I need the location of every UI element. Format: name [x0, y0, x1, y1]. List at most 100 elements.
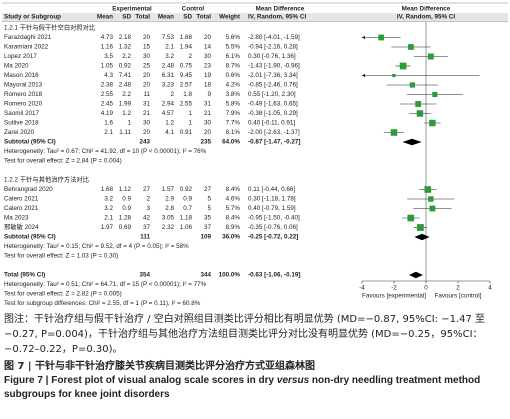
study-name: Romero 2020 [4, 101, 43, 108]
exp-value: 1.6 [104, 120, 113, 127]
caption-text: non-dry needling treatment method subgro… [4, 375, 481, 400]
ci-label: 0.55 [-1.20, 2.30] [248, 91, 296, 98]
effect-square [429, 119, 436, 127]
column-header: IV, Random, 95% CI [397, 14, 455, 21]
study-name: Calero 2021 [4, 205, 39, 212]
ctrl-value: 1.06 [180, 224, 193, 231]
exp-value: 2.55 [101, 91, 114, 98]
ctrl-value: 1.2 [165, 120, 174, 127]
study-name: Farazdaghi 2021 [4, 34, 52, 41]
exp-value: 1.97 [101, 224, 114, 231]
exp-value: 20 [143, 72, 151, 79]
ci-label: 0.40 [-0.11, 0.91] [248, 120, 295, 127]
ci-label: -0.25 [-0.72, 0.22] [248, 234, 298, 241]
exp-value: 2.2 [122, 53, 131, 60]
ctrl-value: 1.8 [183, 91, 192, 98]
ctrl-value: 3.2 [165, 53, 174, 60]
exp-value: 1 [127, 120, 131, 127]
ctrl-value: 1 [188, 120, 192, 127]
effect-square [427, 53, 434, 60]
group-header: Control [182, 6, 205, 13]
ctrl-value: 9.45 [180, 72, 193, 79]
ctrl-total: 109 [200, 234, 211, 241]
ctrl-value: 18 [204, 82, 212, 89]
ctrl-value: 14 [204, 44, 212, 51]
exp-value: 2.1 [104, 129, 113, 136]
ctrl-value: 0.9 [183, 196, 192, 203]
exp-value: 1.2 [122, 110, 131, 117]
column-header: SD [122, 14, 131, 21]
ctrl-value: 1.94 [180, 44, 193, 51]
weight: 36.0% [222, 234, 240, 241]
study-name: Mayoral 2013 [4, 82, 43, 89]
weight: 7.7% [226, 120, 241, 127]
ctrl-value: 31 [204, 101, 212, 108]
summary-diamond [409, 271, 423, 279]
ctrl-value: 1.18 [180, 215, 193, 222]
x-tick-label: 4 [488, 285, 492, 292]
exp-value: 1.68 [101, 186, 114, 193]
ctrl-value: 6.31 [162, 72, 175, 79]
ctrl-value: 21 [204, 110, 212, 117]
heterogeneity: Heterogeneity: Tau² = 0.51; Chi² = 64.71… [4, 281, 207, 288]
exp-value: 27 [143, 186, 151, 193]
exp-value: 30 [143, 53, 151, 60]
study-name: Ma 2023 [4, 215, 29, 222]
effect-square [399, 62, 407, 70]
overall-effect: Test for overall effect: Z = 2.82 (P = 0… [4, 291, 122, 298]
ci-label: -0.95 [-1.50, -0.40] [248, 215, 300, 222]
exp-value: 1.11 [119, 129, 131, 136]
weight: 8.4% [226, 186, 241, 193]
ci-label: -0.49 [-1.63, 0.65] [248, 101, 298, 108]
favours-label: Favours [experimental] [362, 293, 426, 300]
ctrl-value: 2.55 [180, 101, 193, 108]
ctrl-value: 37 [204, 224, 212, 231]
exp-value: 4.3 [104, 72, 113, 79]
caption-text: Figure 7 | Forest plot of visual analog … [4, 375, 277, 386]
exp-total: 243 [139, 139, 150, 146]
exp-value: 2.48 [119, 82, 132, 89]
exp-value: 2.18 [119, 34, 132, 41]
ctrl-value: 5 [207, 196, 211, 203]
study-name: 邢敏敏 2024 [4, 222, 39, 231]
ci-label: 0.11 [-0.44, 0.66] [248, 186, 295, 193]
weight: 64.0% [222, 139, 240, 146]
ctrl-value: 23 [204, 63, 212, 70]
exp-value: 31 [143, 101, 151, 108]
weight: 8.1% [226, 129, 241, 136]
ci-label: -2.01 [-7.36, 3.34] [248, 72, 298, 79]
ctrl-value: 3.23 [162, 82, 175, 89]
exp-value: 7.41 [119, 72, 132, 79]
weight: 8.7% [226, 63, 241, 70]
ctrl-value: 0.91 [180, 129, 193, 136]
ci-label: 0.30 [-0.76, 1.36] [248, 53, 296, 60]
exp-value: 4.19 [101, 110, 114, 117]
weight: 8.9% [226, 224, 241, 231]
ci-label: -0.35 [-0.76, 0.06] [248, 224, 298, 231]
effect-square [378, 34, 385, 41]
exp-value: 1.99 [119, 101, 132, 108]
weight: 100.0% [219, 272, 241, 279]
column-header: Mean [97, 14, 113, 21]
effect-square [432, 91, 438, 98]
ci-label: 0.30 [-1.18, 1.78] [248, 196, 296, 203]
overall-effect: Test for overall effect: Z = 2.84 (P = 0… [4, 158, 122, 165]
caption-note: 图注：干针治疗组与假干针治疗 / 空白对照组目测类比评分相比有明显优势 (MD=… [4, 314, 486, 355]
ctrl-value: 5 [207, 205, 211, 212]
exp-value: 42 [143, 215, 151, 222]
effect-square [408, 44, 414, 50]
study-name: Romero 2018 [4, 91, 43, 98]
ctrl-value: 4.57 [162, 110, 175, 117]
ctrl-value: 9 [207, 91, 211, 98]
caption-title-en: Figure 7 | Forest plot of visual analog … [4, 374, 506, 402]
exp-value: 1.16 [101, 44, 114, 51]
exp-value: 3.2 [104, 205, 113, 212]
forest-plot: Experimental Control Mean Difference Mean D… [2, 2, 508, 307]
exp-value: 4.73 [101, 34, 114, 41]
summary-label: Subtotal (95% CI) [4, 139, 56, 146]
exp-value: 3.5 [104, 53, 113, 60]
column-header: IV, Random, 95% CI [248, 14, 306, 21]
ci-label: -2.00 [-2.63, -1.37] [248, 129, 300, 136]
group-header: Mean Difference [256, 6, 305, 13]
exp-value: 20 [143, 34, 151, 41]
